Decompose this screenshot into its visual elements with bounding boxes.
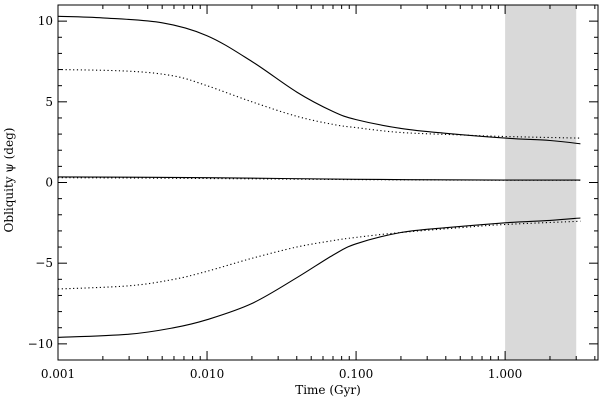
series-5-dotted-line [57,220,581,290]
shaded-region [505,5,577,360]
x-tick-label: 1.000 [488,367,522,381]
y-axis-label: Obliquity ψ (deg) [2,128,16,233]
series-2-dotted-line [57,68,581,139]
y-tick-label: −5 [35,256,53,270]
y-tick-label: 5 [45,95,53,109]
x-tick-label: 0.001 [41,367,75,381]
x-axis-label: Time (Gyr) [295,383,361,397]
series-6-solid-line [57,217,581,338]
y-tick-label: 0 [45,176,53,190]
x-tick-label: 0.010 [190,367,224,381]
x-tick-label: 0.100 [339,367,373,381]
y-tick-label: 10 [38,14,53,28]
series-3-solid-line [57,176,581,181]
y-tick-label: −10 [28,337,53,351]
series-1-solid-line [57,15,581,145]
